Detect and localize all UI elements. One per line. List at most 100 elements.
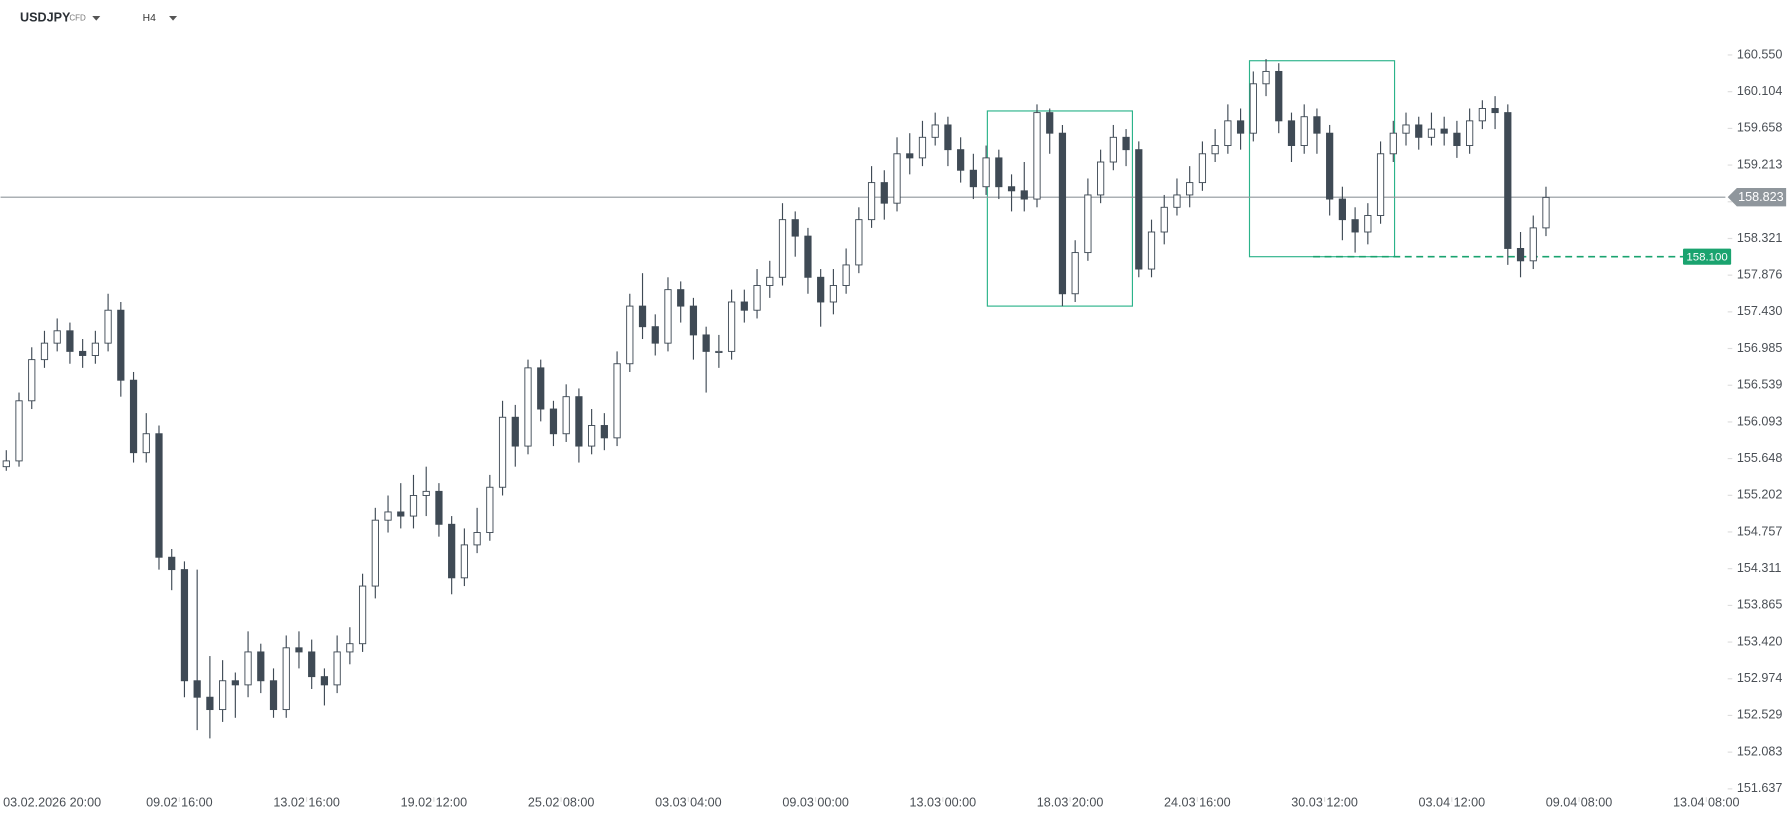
timeframe-dropdown[interactable] — [169, 16, 178, 21]
candle-body — [1058, 132, 1067, 295]
candle-body — [1376, 153, 1385, 216]
candle-body — [384, 511, 392, 521]
candle-body — [180, 569, 189, 682]
x-tick-label: 03.04 12:00 — [1419, 796, 1486, 810]
candle-body — [766, 276, 774, 286]
candle-body — [740, 301, 748, 311]
candle-body — [422, 490, 430, 496]
candle-body — [613, 363, 621, 439]
candle-body — [498, 416, 507, 488]
candle-body — [931, 124, 939, 138]
candle-body — [549, 408, 558, 435]
level-label: 158.100 — [1686, 251, 1727, 263]
y-tick-label: 152.529 — [1737, 708, 1783, 722]
candle-body — [1478, 108, 1486, 122]
candle-body — [91, 342, 99, 356]
y-tick-label: 159.213 — [1737, 157, 1783, 171]
candle-body — [1351, 219, 1359, 233]
candle-body — [880, 182, 888, 204]
y-tick-label: 154.757 — [1737, 524, 1783, 538]
candle-body — [1122, 136, 1130, 151]
symbol[interactable]: USDJPY — [20, 11, 71, 25]
candle-body — [1453, 132, 1461, 146]
candle-body — [957, 149, 965, 171]
candle-body — [104, 309, 112, 344]
candle-body — [371, 519, 379, 587]
candle-body — [346, 643, 354, 653]
candle-body — [358, 585, 367, 645]
candle-body — [651, 326, 659, 344]
y-tick-label: 151.637 — [1737, 781, 1783, 795]
candle-body — [817, 276, 825, 303]
candle-body — [727, 301, 736, 352]
candle-body — [1236, 120, 1245, 134]
candle-body — [855, 219, 863, 266]
y-tick-label: 157.876 — [1737, 267, 1783, 281]
candle-body — [1389, 132, 1397, 155]
candle-body — [1109, 136, 1117, 163]
candle-body — [842, 264, 850, 286]
candle-body — [448, 523, 456, 579]
candle-body — [1364, 215, 1372, 233]
candle-body — [1097, 161, 1105, 196]
candle-body — [1338, 198, 1346, 221]
candle-body — [562, 396, 570, 435]
candle-body — [1084, 194, 1092, 254]
candle-body — [753, 285, 761, 311]
candle-body — [804, 235, 812, 278]
candle-body — [219, 680, 227, 711]
level-tag — [1682, 248, 1732, 265]
symbol-dropdown[interactable] — [92, 16, 101, 21]
candle-body — [626, 305, 634, 365]
candle-body — [193, 680, 201, 698]
candle-body — [829, 285, 838, 303]
candle-body — [702, 334, 710, 352]
candle-body — [537, 367, 545, 410]
candle-body — [1007, 186, 1016, 192]
x-tick-label: 13.03 00:00 — [910, 796, 977, 810]
candle-body — [1071, 252, 1079, 295]
y-tick-label: 156.539 — [1737, 378, 1783, 392]
candle-body — [1326, 132, 1334, 200]
candle-body — [2, 460, 10, 468]
candle-body — [1300, 116, 1308, 146]
candle-body — [282, 647, 290, 711]
candle-body — [40, 342, 49, 361]
candle-body — [638, 305, 647, 328]
candle-body — [435, 490, 443, 525]
candle-body — [1402, 124, 1410, 134]
y-tick-label: 154.311 — [1737, 561, 1782, 575]
candle-body — [409, 495, 418, 517]
candle-body — [600, 425, 608, 439]
candle-body — [473, 532, 481, 546]
plot-area: 160.550160.104159.658159.213158.767158.3… — [0, 47, 1787, 810]
candle-body — [1262, 70, 1270, 85]
timeframe[interactable]: H4 — [143, 13, 156, 24]
candle-body — [295, 647, 303, 653]
candle-body — [244, 651, 252, 686]
candle-body — [1211, 145, 1219, 155]
x-tick-label: 13.02 16:00 — [273, 796, 340, 810]
candle-body — [893, 153, 901, 204]
candle-body — [1529, 227, 1537, 262]
candle-body — [906, 153, 914, 159]
x-tick-label: 09.04 08:00 — [1546, 796, 1613, 810]
candle-body — [66, 330, 74, 352]
candle-body — [1173, 194, 1181, 208]
candle-body — [982, 157, 990, 188]
y-tick-label: 156.093 — [1737, 414, 1783, 428]
candle-body — [1466, 120, 1474, 146]
candle-body — [1491, 108, 1499, 114]
candle-body — [1440, 128, 1448, 134]
y-tick-label: 159.658 — [1737, 121, 1783, 135]
x-tick-label: 03.03 04:00 — [655, 796, 722, 810]
candle-body — [715, 350, 723, 353]
candle-body — [1046, 112, 1054, 134]
candle-body — [460, 544, 468, 579]
x-tick-label: 19.02 12:00 — [401, 796, 468, 810]
candle-body — [129, 379, 138, 454]
candle-body — [486, 486, 494, 533]
x-tick-label: 09.02 16:00 — [146, 796, 213, 810]
